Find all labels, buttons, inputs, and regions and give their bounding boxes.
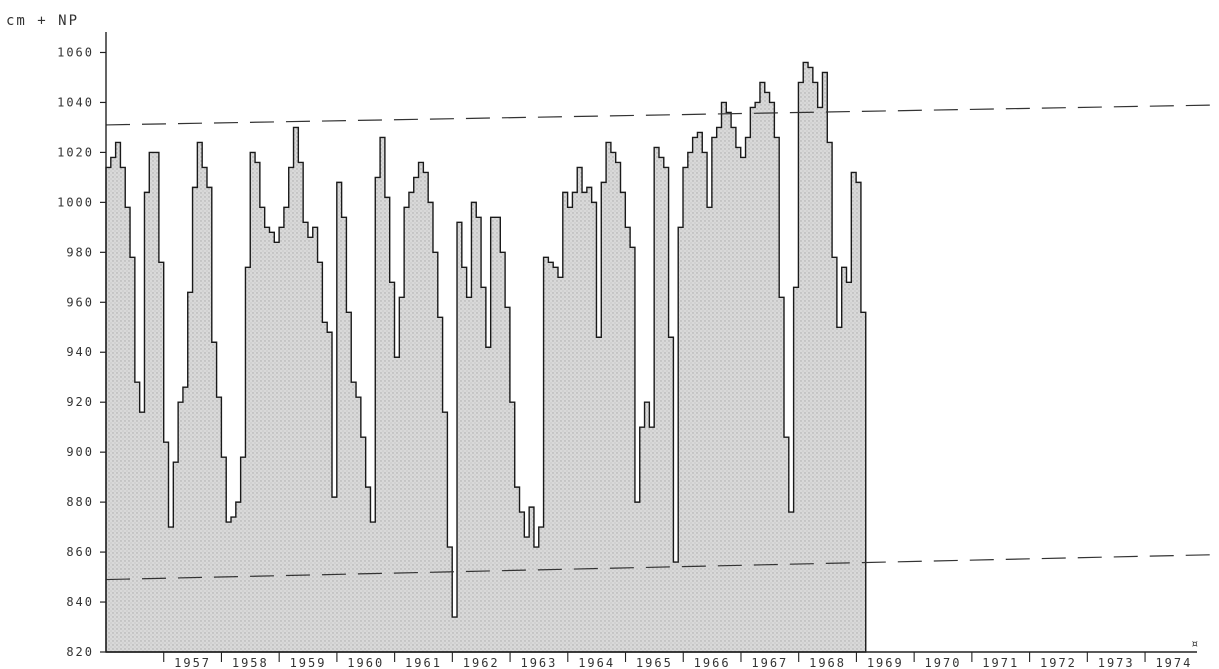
y-tick-label-840: 840 [66, 595, 94, 609]
x-year-label-1961: 1961 [405, 656, 442, 669]
y-tick-label-860: 860 [66, 545, 94, 559]
y-tick-label-1020: 1020 [57, 145, 94, 159]
x-year-label-1965: 1965 [636, 656, 673, 669]
y-tick-label-820: 820 [66, 645, 94, 659]
y-tick-label-1040: 1040 [57, 95, 94, 109]
x-year-label-1959: 1959 [290, 656, 327, 669]
x-year-label-1972: 1972 [1040, 656, 1077, 669]
y-tick-label-900: 900 [66, 445, 94, 459]
x-year-label-1968: 1968 [809, 656, 846, 669]
water-level-area-layer [105, 61, 867, 653]
x-year-label-1957: 1957 [174, 656, 211, 669]
x-year-label-1958: 1958 [232, 656, 269, 669]
x-axis-end-marker: ¤ [1191, 637, 1200, 651]
y-tick-label-920: 920 [66, 395, 94, 409]
x-year-label-1974: 1974 [1155, 656, 1192, 669]
x-year-label-1969: 1969 [867, 656, 904, 669]
x-year-label-1967: 1967 [751, 656, 788, 669]
axes-layer: 820 840 860 880 900 920 940 960 980 1000 1020 1040 1… [57, 32, 1200, 669]
y-tick-label-980: 980 [66, 245, 94, 259]
y-tick-label-1060: 1060 [57, 45, 94, 59]
x-year-label-1964: 1964 [578, 656, 615, 669]
water-level-step-area [105, 61, 867, 653]
y-tick-label-880: 880 [66, 495, 94, 509]
x-year-label-1970: 1970 [925, 656, 962, 669]
x-year-label-1966: 1966 [694, 656, 731, 669]
lower-reference-dashed-line [105, 553, 1219, 581]
reference-lines-layer [105, 104, 1219, 581]
y-tick-label-940: 940 [66, 345, 94, 359]
x-year-label-1973: 1973 [1098, 656, 1135, 669]
x-year-label-1962: 1962 [463, 656, 500, 669]
x-year-label-1971: 1971 [982, 656, 1019, 669]
upper-reference-dashed-line [105, 104, 1219, 126]
y-tick-label-1000: 1000 [57, 195, 94, 209]
x-year-label-1960: 1960 [347, 656, 384, 669]
y-tick-label-960: 960 [66, 295, 94, 309]
x-year-label-1963: 1963 [520, 656, 557, 669]
y-axis-unit-label: cm + NP [6, 13, 79, 29]
